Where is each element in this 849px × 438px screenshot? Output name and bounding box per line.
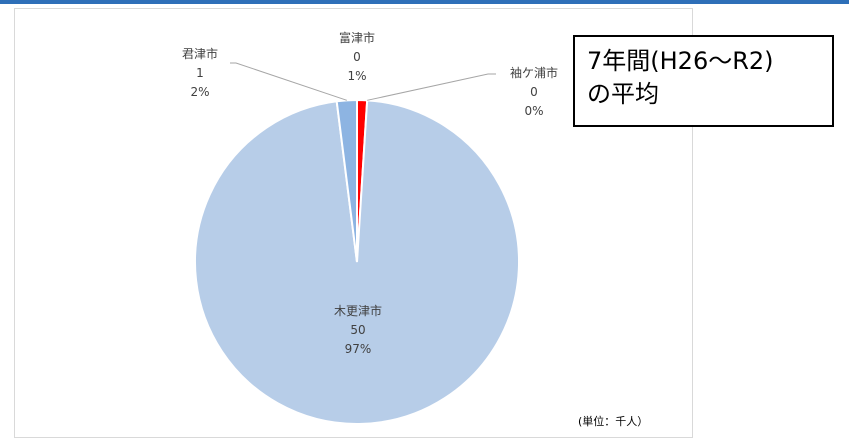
label-kisarazu-percent: 97% [320, 340, 396, 359]
label-futtsu-percent: 1% [332, 67, 382, 86]
period-note-line1: 7年間(H26～R2) [587, 45, 832, 78]
label-futtsu-value: 0 [332, 48, 382, 67]
label-kimitsu: 君津市 1 2% [168, 45, 232, 102]
label-sodegaura-name: 袖ケ浦市 [496, 64, 572, 83]
unit-note: (単位：千人） [578, 413, 648, 429]
label-sodegaura: 袖ケ浦市 0 0% [496, 64, 572, 121]
leader-line-sodegaura [367, 74, 496, 100]
label-kisarazu-value: 50 [320, 321, 396, 340]
label-kimitsu-name: 君津市 [168, 45, 232, 64]
label-kimitsu-value: 1 [168, 64, 232, 83]
label-futtsu-name: 富津市 [332, 29, 382, 48]
label-sodegaura-percent: 0% [496, 102, 572, 121]
label-kisarazu-name: 木更津市 [320, 302, 396, 321]
period-note-box: 7年間(H26～R2) の平均 [573, 35, 834, 127]
label-sodegaura-value: 0 [496, 83, 572, 102]
label-kisarazu: 木更津市 50 97% [320, 302, 396, 359]
leader-line-kimitsu [230, 63, 347, 100]
label-kimitsu-percent: 2% [168, 83, 232, 102]
label-futtsu: 富津市 0 1% [332, 29, 382, 86]
period-note-line2: の平均 [587, 78, 832, 111]
